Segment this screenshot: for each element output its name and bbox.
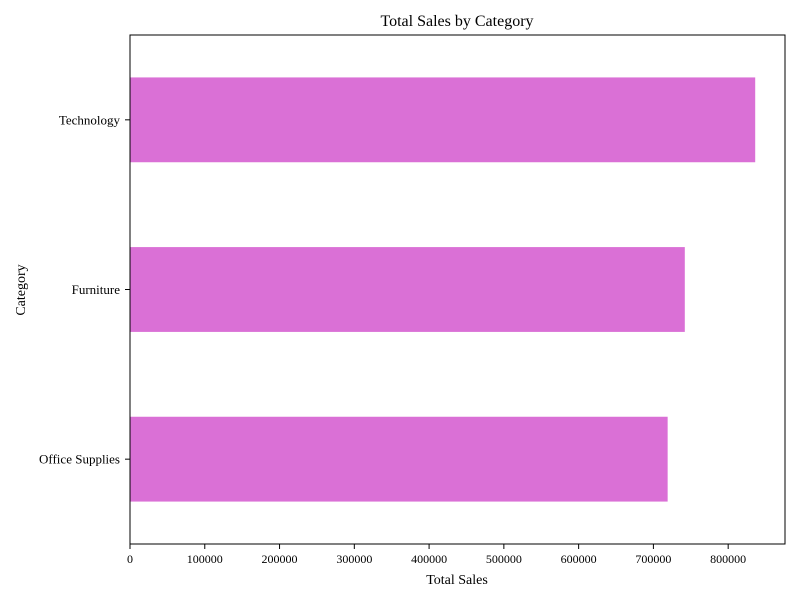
x-axis-ticks: 0 100000 200000 300000 400000 500000 600000 700… [127,544,746,566]
bar-office-supplies [130,416,668,502]
y-tick-label-office-supplies: Office Supplies [39,452,120,467]
x-tick-label-500000: 500000 [486,552,522,566]
x-tick-label-200000: 200000 [262,552,298,566]
chart-title: Total Sales by Category [380,13,533,30]
x-tick-label-400000: 400000 [411,552,447,566]
x-tick-label-300000: 300000 [336,552,372,566]
x-tick-label-600000: 600000 [561,552,597,566]
x-tick-label-100000: 100000 [187,552,223,566]
y-tick-label-technology: Technology [59,112,121,127]
y-tick-label-furniture: Furniture [72,282,121,297]
bar-technology [130,77,756,163]
y-axis-ticks: Office Supplies Furniture Technology [39,112,130,467]
y-axis-label: Category [14,264,29,315]
x-axis-label: Total Sales [426,573,488,588]
bar-furniture [130,247,685,332]
bars [130,77,756,502]
x-tick-label-800000: 800000 [710,552,746,566]
x-tick-label-0: 0 [127,552,133,566]
x-tick-label-700000: 700000 [635,552,671,566]
